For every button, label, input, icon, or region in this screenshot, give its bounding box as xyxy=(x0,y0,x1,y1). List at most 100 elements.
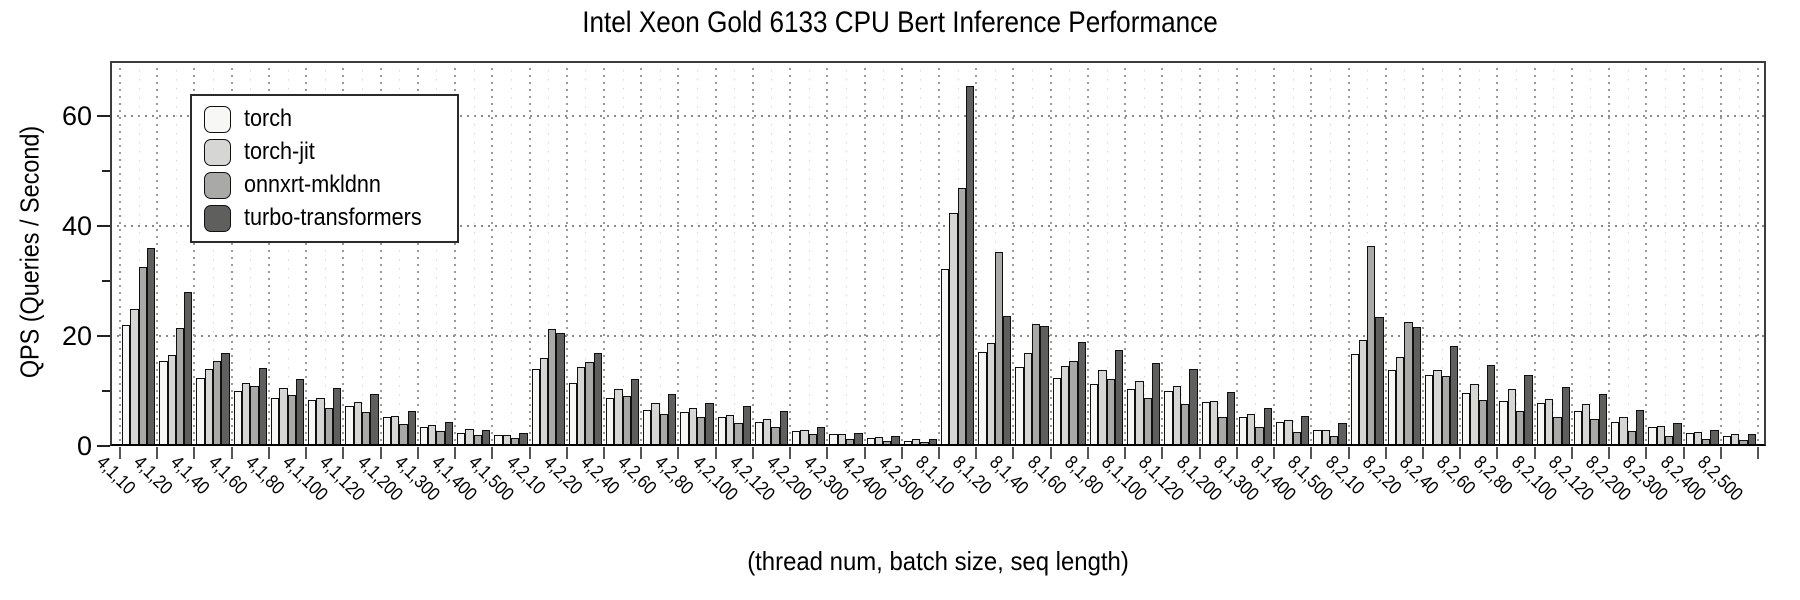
bar-torch xyxy=(717,417,726,446)
bar-cluster xyxy=(939,61,976,446)
bar-onnxrt-mkldnn xyxy=(957,188,966,446)
gridline-vertical xyxy=(1496,61,1499,446)
bar-onnxrt-mkldnn xyxy=(473,435,482,446)
gridline-vertical-minor xyxy=(1441,61,1443,446)
bar-torch-jit xyxy=(1433,370,1442,446)
bar-turbo-transformers xyxy=(928,439,938,446)
bar-torch-jit xyxy=(502,435,511,446)
x-tick-label: 8,1,40 xyxy=(985,452,1033,499)
bar-turbo-transformers xyxy=(1189,369,1198,446)
bar-turbo-transformers xyxy=(1636,410,1645,446)
gridline-vertical xyxy=(565,61,568,446)
x-tick-label: 8,1,20 xyxy=(948,452,996,499)
gridline-vertical xyxy=(1347,61,1350,446)
bar-turbo-transformers xyxy=(519,433,528,446)
bar-cluster xyxy=(269,61,306,446)
bar-torch xyxy=(1201,402,1210,446)
bar-torch xyxy=(1089,383,1099,446)
gridline-vertical xyxy=(1421,61,1424,446)
bar-onnxrt-mkldnn xyxy=(1180,404,1190,446)
x-tick xyxy=(1533,447,1536,459)
bar-torch xyxy=(568,383,578,446)
gridline-vertical xyxy=(1570,61,1573,446)
bar-torch-jit xyxy=(1582,403,1591,446)
gridline-vertical-minor xyxy=(734,61,736,446)
x-tick xyxy=(454,447,457,459)
gridline-vertical xyxy=(826,61,829,446)
bar-torch xyxy=(1536,402,1545,446)
bar-torch-jit xyxy=(1284,420,1293,446)
bar-turbo-transformers xyxy=(1598,393,1608,446)
gridline-vertical xyxy=(1645,61,1648,446)
bar-onnxrt-mkldnn xyxy=(734,422,743,446)
legend-swatch-torch-jit xyxy=(204,138,231,166)
bar-turbo-transformers xyxy=(556,333,565,446)
gridline-vertical xyxy=(714,61,717,446)
bar-onnxrt-mkldnn xyxy=(1143,397,1153,446)
x-tick xyxy=(565,447,568,459)
gridline-vertical-minor xyxy=(659,61,661,446)
x-tick xyxy=(1719,447,1722,459)
bar-onnxrt-mkldnn xyxy=(399,424,408,446)
bar-turbo-transformers xyxy=(668,393,677,446)
gridline-vertical xyxy=(1682,61,1685,446)
legend-item-torch-jit: torch-jit xyxy=(204,138,441,166)
gridline-vertical xyxy=(1533,61,1536,446)
gridline-vertical xyxy=(1235,61,1238,446)
x-tick-label: 4,2,80 xyxy=(650,452,698,499)
bar-cluster xyxy=(1088,61,1125,446)
bar-cluster xyxy=(1051,61,1088,446)
bar-turbo-transformers xyxy=(1487,364,1496,446)
bar-onnxrt-mkldnn xyxy=(994,252,1004,446)
gridline-vertical-minor xyxy=(473,61,475,446)
bar-torch xyxy=(1350,353,1359,446)
bar-onnxrt-mkldnn xyxy=(250,385,259,446)
bar-onnxrt-mkldnn xyxy=(1218,416,1227,446)
bar-cluster xyxy=(604,61,641,446)
gridline-vertical-minor xyxy=(1143,61,1145,446)
x-tick xyxy=(491,447,494,459)
x-tick-label: 4,1,80 xyxy=(241,452,289,499)
bar-torch xyxy=(457,432,466,446)
gridline-vertical-minor xyxy=(175,61,177,446)
bar-cluster xyxy=(865,61,902,446)
bar-torch-jit xyxy=(1619,416,1628,446)
bar-onnxrt-mkldnn xyxy=(771,426,780,446)
x-tick xyxy=(640,447,643,459)
bar-torch xyxy=(1387,370,1397,446)
bar-turbo-transformers xyxy=(965,86,975,446)
bar-torch-jit xyxy=(1396,356,1405,446)
bar-cluster xyxy=(790,61,827,446)
gridline-vertical xyxy=(305,61,308,446)
gridline-vertical-minor xyxy=(1702,61,1704,446)
bar-torch-jit xyxy=(1172,386,1181,446)
bar-cluster xyxy=(976,61,1013,446)
bar-torch-jit xyxy=(1060,366,1070,446)
bar-onnxrt-mkldnn xyxy=(436,431,445,446)
y-tick-major xyxy=(97,115,110,117)
bar-turbo-transformers xyxy=(1114,350,1124,446)
gridline-vertical xyxy=(863,61,866,446)
bar-torch xyxy=(829,434,838,446)
y-tick-label: 60 xyxy=(61,101,92,131)
bar-onnxrt-mkldnn xyxy=(1553,416,1562,446)
bar-torch-jit xyxy=(614,389,623,446)
bar-torch-jit xyxy=(1544,398,1554,446)
bar-torch xyxy=(1015,367,1024,446)
bar-torch xyxy=(1424,374,1434,446)
bar-turbo-transformers xyxy=(1263,408,1273,446)
bar-turbo-transformers xyxy=(593,352,602,446)
x-tick xyxy=(975,447,978,459)
bar-torch-jit xyxy=(130,308,139,446)
bar-torch xyxy=(680,411,689,446)
bar-onnxrt-mkldnn xyxy=(659,413,669,446)
bar-cluster xyxy=(678,61,715,446)
x-tick xyxy=(156,447,159,459)
bar-onnxrt-mkldnn xyxy=(622,395,631,446)
x-tick-label: 4,1,20 xyxy=(129,452,177,499)
gridline-vertical-minor xyxy=(361,61,363,446)
gridline-vertical xyxy=(1310,61,1313,446)
bar-turbo-transformers xyxy=(742,405,751,446)
bar-cluster xyxy=(1535,61,1572,446)
bar-cluster xyxy=(1349,61,1386,446)
